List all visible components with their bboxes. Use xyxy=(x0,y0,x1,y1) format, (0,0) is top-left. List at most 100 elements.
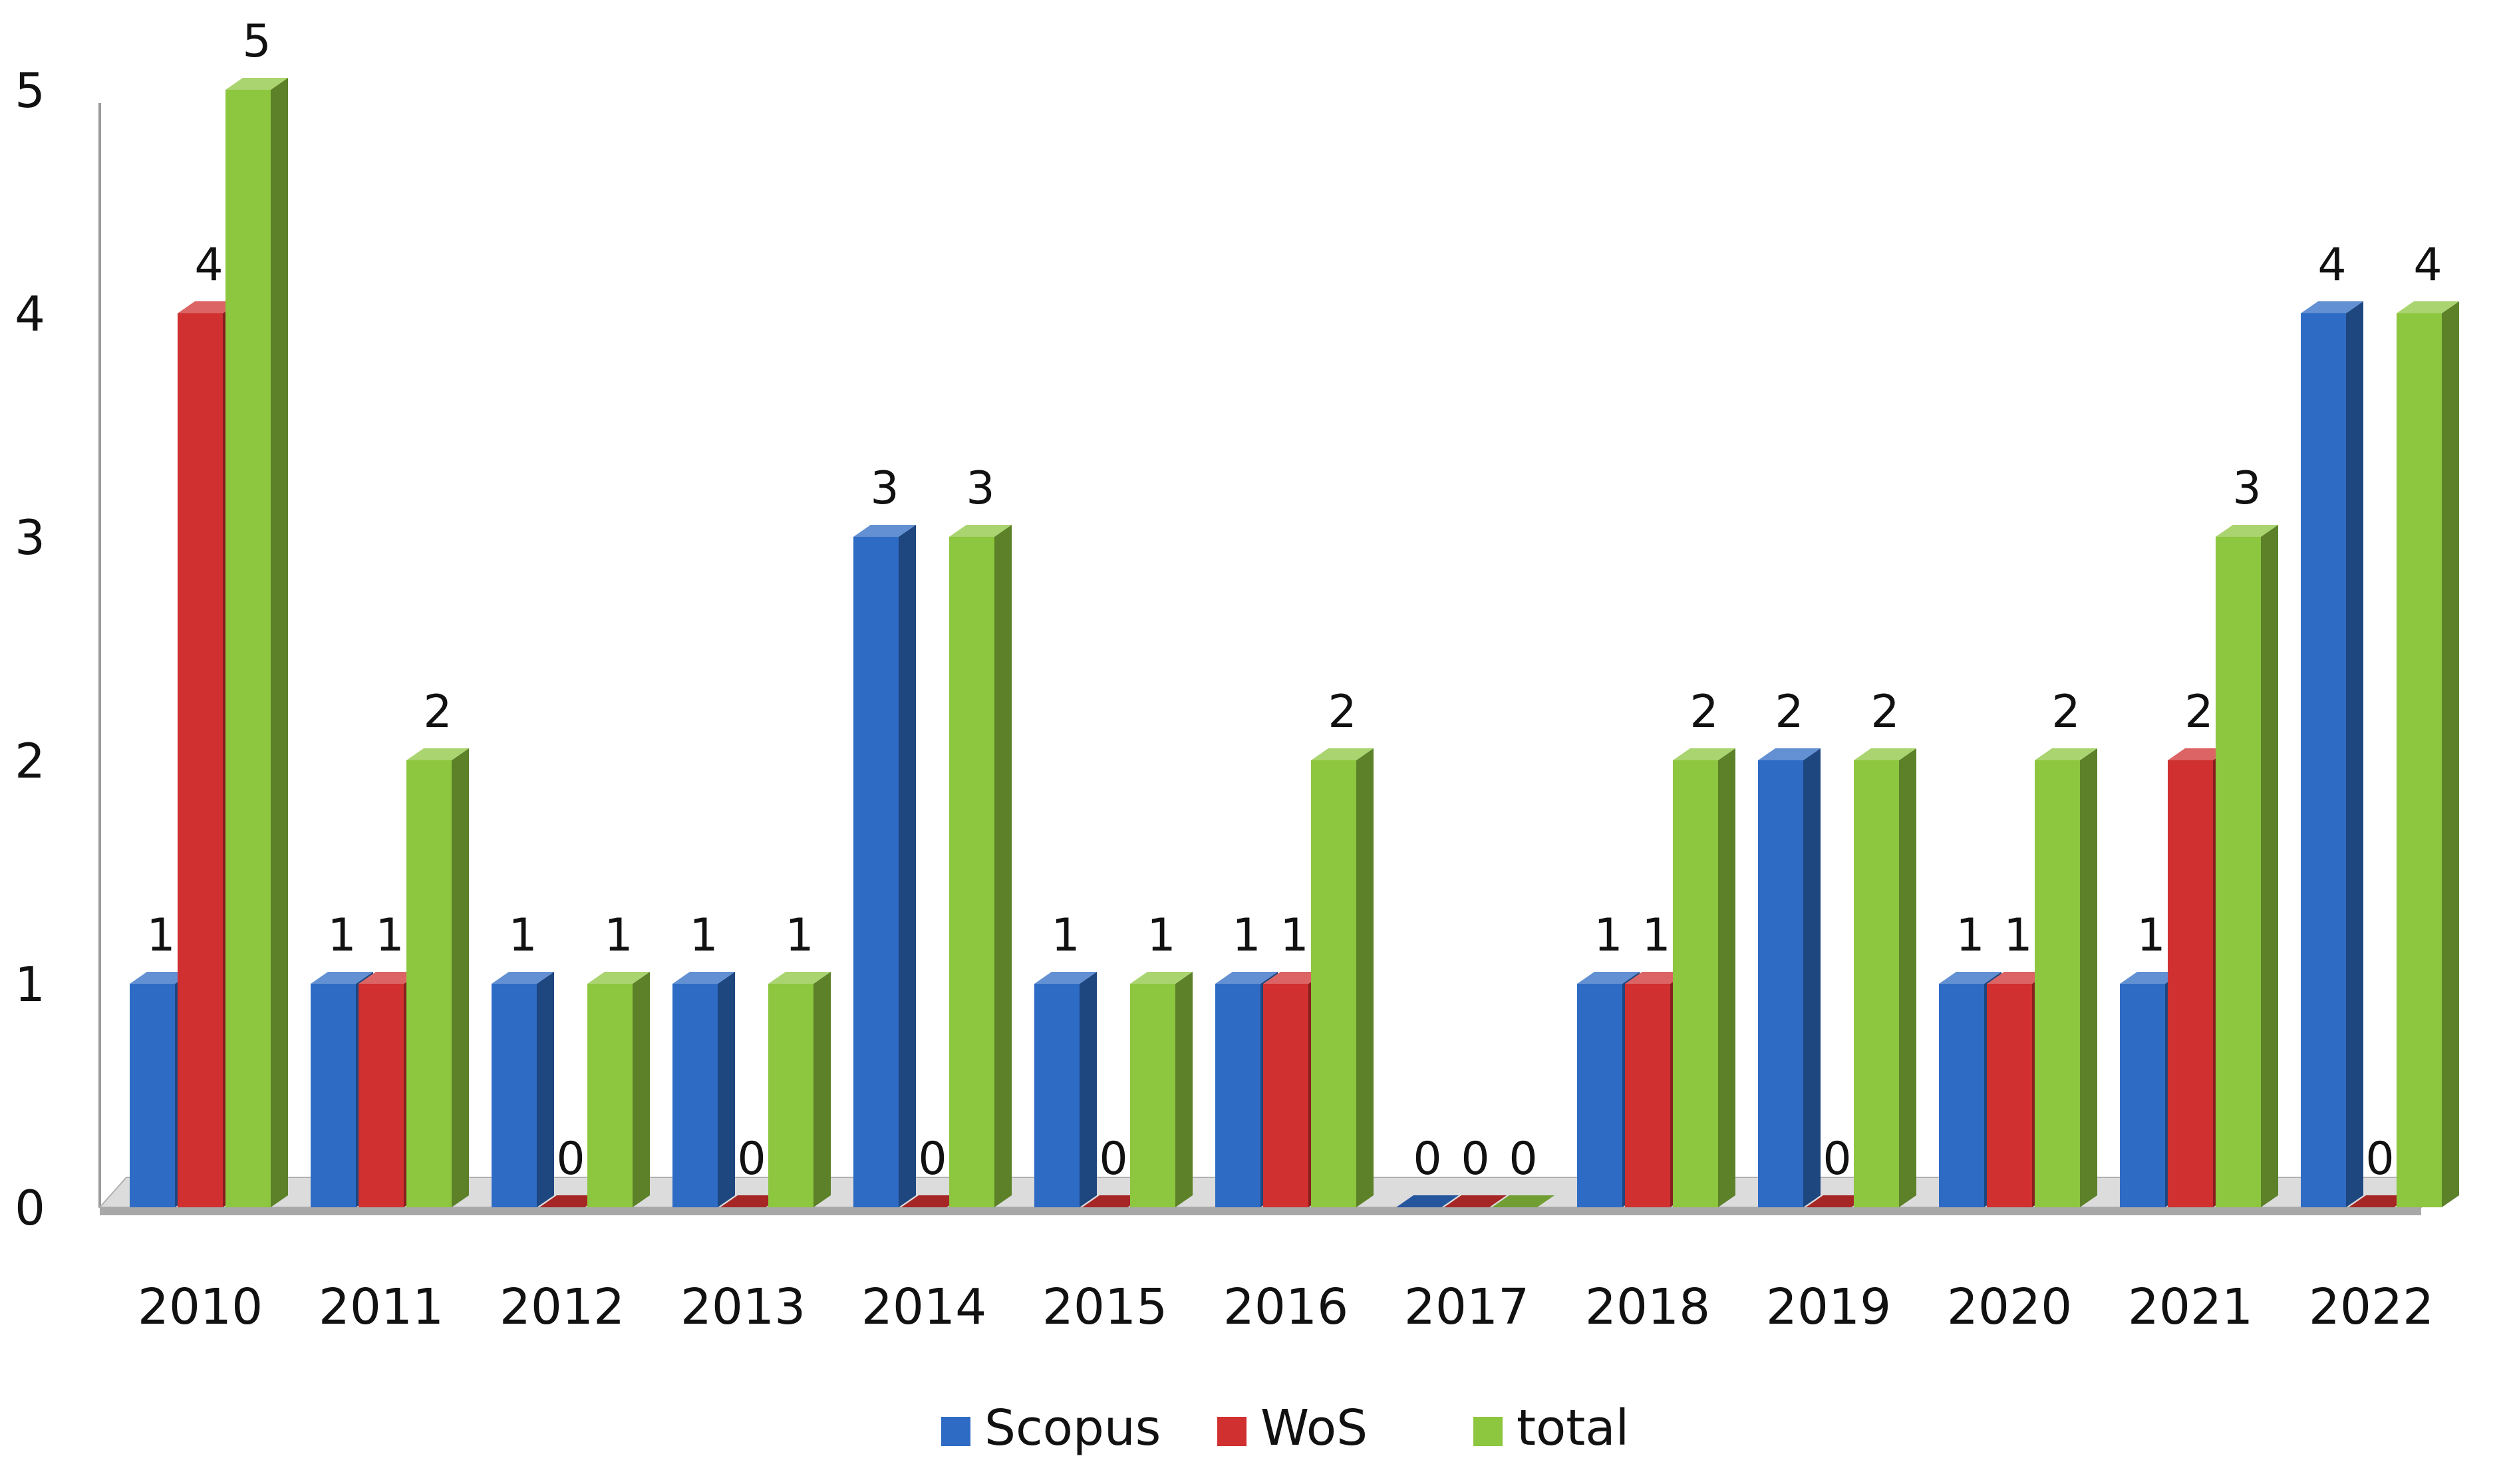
data-label-scopus-2013: 1 xyxy=(689,909,718,962)
y-tick-label: 3 xyxy=(15,510,45,565)
data-label-scopus-2010: 1 xyxy=(146,909,175,962)
bar-zero xyxy=(1806,1195,1868,1207)
bar-side xyxy=(633,972,650,1207)
bar-scopus-2013 xyxy=(672,972,735,1207)
data-label-total-2017: 0 xyxy=(1509,1133,1537,1185)
bar-front xyxy=(359,984,404,1207)
bar-total-2017 xyxy=(1492,1195,1554,1207)
bar-front xyxy=(1854,760,1899,1207)
data-label-wos-2021: 2 xyxy=(2184,686,2213,738)
bar-front xyxy=(406,760,452,1207)
x-tick-label-2016: 2016 xyxy=(1223,1278,1348,1336)
data-label-total-2014: 3 xyxy=(966,462,994,515)
bar-top xyxy=(1034,972,1097,984)
data-label-scopus-2012: 1 xyxy=(508,909,537,962)
bar-top xyxy=(672,972,735,984)
bar-top xyxy=(178,301,240,313)
data-label-wos-2018: 1 xyxy=(1642,909,1670,962)
bar-front xyxy=(1311,760,1356,1207)
data-label-wos-2020: 1 xyxy=(2003,909,2032,962)
y-tick-label: 2 xyxy=(15,733,45,789)
bar-top xyxy=(2168,748,2230,760)
data-label-scopus-2016: 1 xyxy=(1232,909,1260,962)
x-tick-label-2011: 2011 xyxy=(319,1278,444,1336)
bar-front xyxy=(225,90,271,1207)
bar-top xyxy=(1263,972,1326,984)
bar-top xyxy=(1673,748,1735,760)
data-label-total-2016: 2 xyxy=(1328,686,1356,738)
x-tick-label-2015: 2015 xyxy=(1042,1278,1167,1336)
bar-top xyxy=(949,525,1012,537)
bar-top xyxy=(768,972,831,984)
bar-zero xyxy=(1492,1195,1554,1207)
bar-top xyxy=(2397,301,2459,313)
bar-side xyxy=(899,525,916,1207)
bar-total-2019 xyxy=(1854,748,1916,1207)
bar-front xyxy=(178,313,223,1207)
bar-top xyxy=(311,972,373,984)
data-label-scopus-2021: 1 xyxy=(2136,909,2165,962)
bar-front xyxy=(2035,760,2080,1207)
bar-front xyxy=(2216,537,2261,1207)
bar-zero xyxy=(1396,1195,1459,1207)
bar-top xyxy=(2035,748,2097,760)
bar-zero xyxy=(1444,1195,1507,1207)
bar-front xyxy=(2397,313,2442,1207)
data-label-total-2012: 1 xyxy=(604,909,633,962)
bar-front xyxy=(492,984,537,1207)
bar-scopus-2019 xyxy=(1758,748,1821,1207)
bar-total-2012 xyxy=(587,972,650,1207)
y-tick-labels: 0 1 2 3 4 5 xyxy=(15,63,45,1236)
bar-scopus-2012 xyxy=(492,972,554,1207)
bar-front xyxy=(2120,984,2165,1207)
data-label-total-2013: 1 xyxy=(785,909,813,962)
bar-total-2022 xyxy=(2397,301,2459,1207)
bar-scopus-2017 xyxy=(1396,1195,1459,1207)
y-tick-label: 5 xyxy=(15,63,45,118)
legend-item-total: total xyxy=(1473,1400,1629,1457)
bar-total-2021 xyxy=(2216,525,2278,1207)
bar-side xyxy=(718,972,735,1207)
data-label-wos-2013: 0 xyxy=(737,1133,766,1185)
bar-top xyxy=(225,78,288,90)
bar-zero xyxy=(1082,1195,1145,1207)
bar-side xyxy=(2080,748,2097,1207)
x-tick-label-2018: 2018 xyxy=(1585,1278,1710,1336)
legend-swatch xyxy=(1473,1417,1503,1446)
bar-side xyxy=(994,525,1012,1207)
data-label-total-2019: 2 xyxy=(1870,686,1899,738)
data-label-wos-2011: 1 xyxy=(375,909,404,962)
bar-zero xyxy=(901,1195,964,1207)
bar-wos-2015 xyxy=(1082,1195,1145,1207)
bar-scopus-2015 xyxy=(1034,972,1097,1207)
bar-front xyxy=(1673,760,1718,1207)
bar-wos-2012 xyxy=(539,1195,602,1207)
legend: Scopus WoS total xyxy=(941,1400,1629,1457)
bar-side xyxy=(2442,301,2459,1207)
bar-front xyxy=(2168,760,2213,1207)
x-category-labels: 2010 2011 2012 2013 2014 2015 2016 2017 2018 2019… xyxy=(138,1278,2434,1336)
bar-top xyxy=(1758,748,1821,760)
bar-top xyxy=(1130,972,1193,984)
bar-zero xyxy=(720,1195,783,1207)
bar-front xyxy=(1263,984,1308,1207)
bar-total-2014 xyxy=(949,525,1012,1207)
bar-front xyxy=(768,984,813,1207)
bar-top xyxy=(492,972,554,984)
bars-layer xyxy=(130,78,2459,1207)
data-label-total-2015: 1 xyxy=(1147,909,1175,962)
data-label-total-2021: 3 xyxy=(2232,462,2261,515)
bar-front xyxy=(1130,984,1175,1207)
data-label-total-2018: 2 xyxy=(1690,686,1718,738)
bar-top xyxy=(406,748,469,760)
bar-total-2018 xyxy=(1673,748,1735,1207)
bar-side xyxy=(2346,301,2363,1207)
x-tick-label-2020: 2020 xyxy=(1947,1278,2072,1336)
x-tick-label-2010: 2010 xyxy=(138,1278,263,1336)
bar-side xyxy=(537,972,554,1207)
data-label-wos-2014: 0 xyxy=(918,1133,947,1185)
x-tick-label-2021: 2021 xyxy=(2128,1278,2253,1336)
y-tick-label: 1 xyxy=(15,957,45,1012)
